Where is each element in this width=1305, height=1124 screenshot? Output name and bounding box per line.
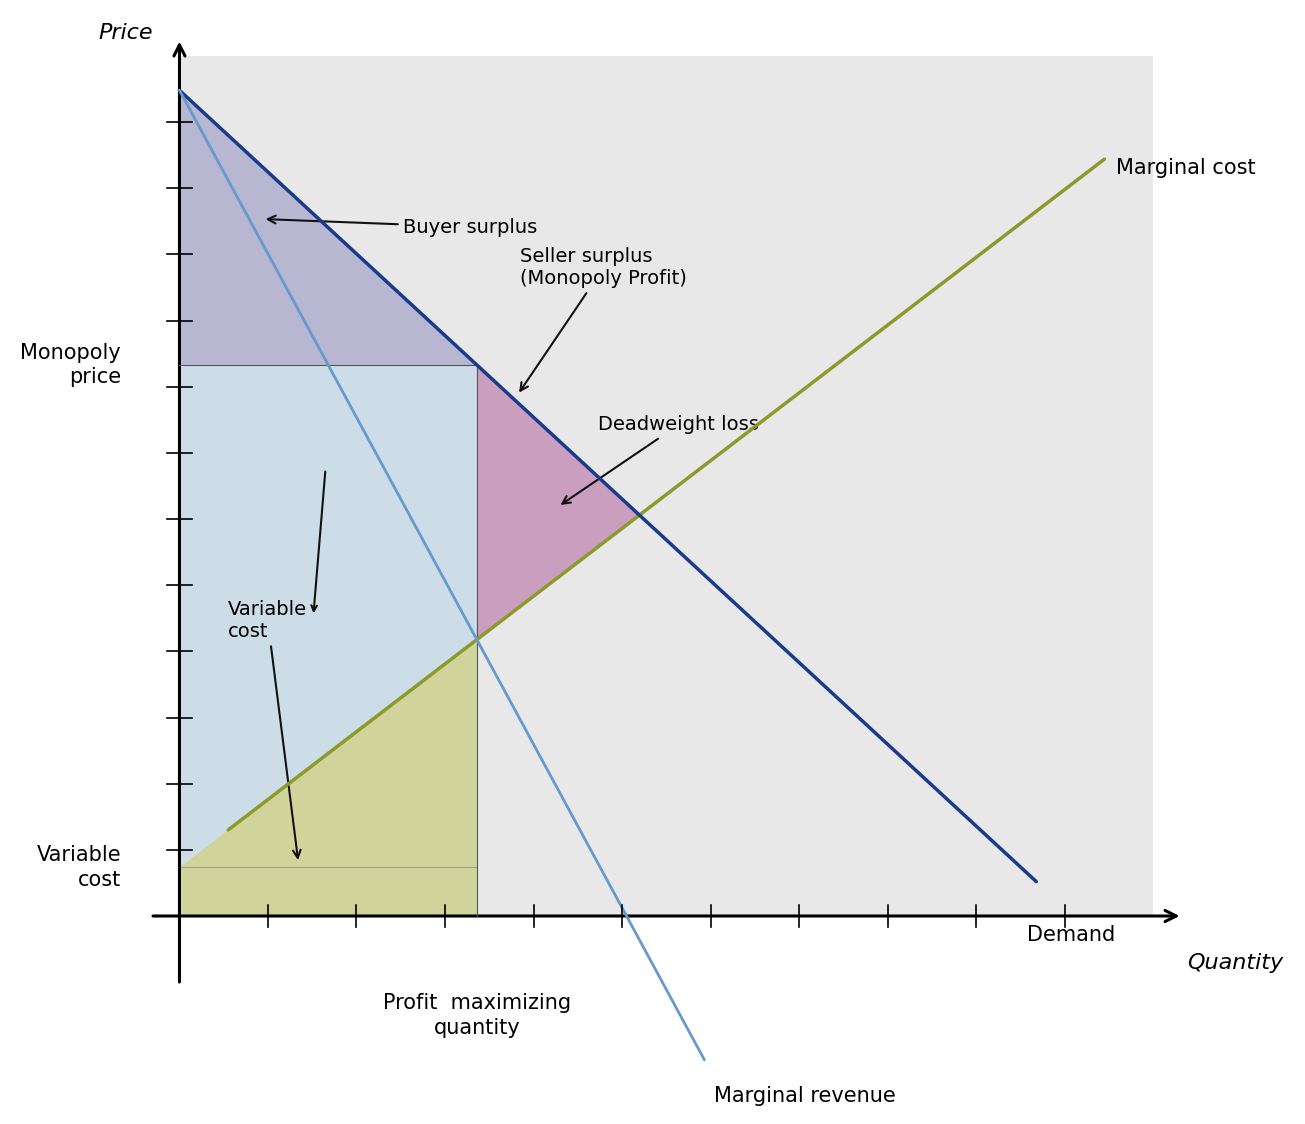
Text: Marginal revenue: Marginal revenue [714,1086,897,1106]
Text: Monopoly
price: Monopoly price [21,343,121,388]
Text: Demand: Demand [1027,925,1114,944]
Text: Profit  maximizing
quantity: Profit maximizing quantity [382,994,570,1039]
Text: Quantity: Quantity [1188,953,1283,973]
Text: Seller surplus
(Monopoly Profit): Seller surplus (Monopoly Profit) [521,247,688,391]
Polygon shape [180,640,476,916]
Polygon shape [180,365,476,868]
Bar [180,56,1154,916]
Polygon shape [180,90,476,365]
Text: Buyer surplus: Buyer surplus [268,216,538,236]
Text: Deadweight loss: Deadweight loss [562,416,760,504]
Text: Variable
cost: Variable cost [228,600,307,858]
Text: Marginal cost: Marginal cost [1116,157,1255,178]
Polygon shape [476,365,639,640]
Text: Price: Price [99,22,153,43]
Text: Variable
cost: Variable cost [37,845,121,890]
